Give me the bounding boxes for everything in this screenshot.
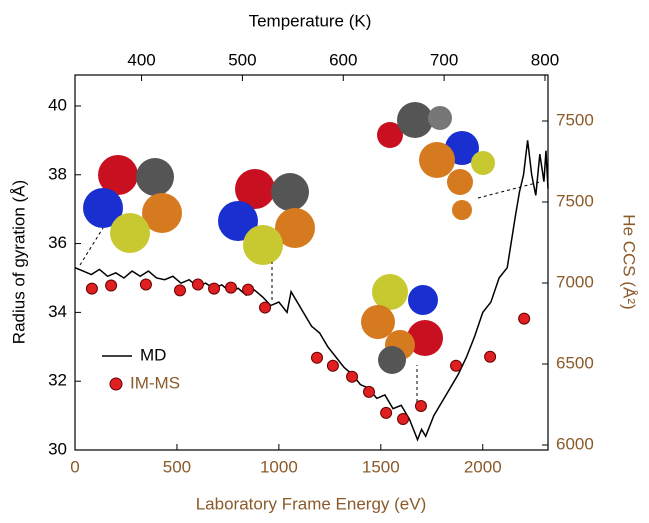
protein-structure bbox=[377, 102, 495, 220]
legend-label: MD bbox=[140, 345, 166, 364]
x2-tick-label: 500 bbox=[228, 50, 256, 69]
y2-tick-label: 7500 bbox=[556, 191, 594, 210]
y2-tick-label: 6000 bbox=[556, 434, 594, 453]
legend-marker bbox=[109, 377, 123, 391]
data-point bbox=[105, 279, 118, 292]
data-point bbox=[191, 278, 204, 291]
data-point bbox=[139, 278, 152, 291]
y2-tick-label: 6500 bbox=[556, 353, 594, 372]
legend: MD IM-MS bbox=[102, 345, 180, 392]
x-axis-title: Laboratory Frame Energy (eV) bbox=[196, 494, 427, 513]
protein-structure bbox=[83, 155, 182, 253]
data-point bbox=[450, 359, 463, 372]
data-point bbox=[414, 399, 427, 412]
data-point bbox=[362, 385, 375, 398]
protein-structure bbox=[218, 169, 315, 265]
x-tick-label: 500 bbox=[163, 457, 191, 476]
data-point bbox=[346, 370, 359, 383]
data-point bbox=[518, 312, 531, 325]
y2-axis-title: He CCS (Å²) bbox=[620, 214, 639, 309]
data-point bbox=[259, 301, 272, 314]
y-tick-label: 40 bbox=[48, 95, 67, 114]
data-point bbox=[85, 282, 98, 295]
protein-structure bbox=[361, 274, 443, 374]
x2-tick-label: 400 bbox=[127, 50, 155, 69]
x-tick-label: 1000 bbox=[260, 457, 298, 476]
plot-frame bbox=[74, 74, 549, 451]
y-tick-label: 34 bbox=[48, 302, 67, 321]
data-point bbox=[173, 284, 186, 297]
md-line bbox=[74, 140, 549, 442]
y2-tick-label: 7500 bbox=[556, 110, 594, 129]
data-point bbox=[311, 351, 324, 364]
y-axis-title: Radius of gyration (Å) bbox=[9, 180, 28, 344]
y-tick-label: 38 bbox=[48, 164, 67, 183]
y2-tick-label: 7000 bbox=[556, 272, 594, 291]
x2-tick-label: 700 bbox=[430, 50, 458, 69]
x2-tick-label: 600 bbox=[329, 50, 357, 69]
data-point bbox=[326, 359, 339, 372]
x-tick-label: 2000 bbox=[464, 457, 502, 476]
data-point bbox=[224, 281, 237, 294]
y-tick-label: 30 bbox=[48, 439, 67, 458]
y-tick-label: 36 bbox=[48, 233, 67, 252]
leader-lines bbox=[79, 181, 541, 408]
data-point bbox=[397, 413, 410, 426]
x2-tick-label: 800 bbox=[531, 50, 559, 69]
data-point bbox=[208, 282, 221, 295]
x-tick-label: 1500 bbox=[362, 457, 400, 476]
legend-label: IM-MS bbox=[130, 373, 180, 392]
data-point bbox=[484, 350, 497, 363]
data-point bbox=[380, 406, 393, 419]
x-tick-label: 0 bbox=[70, 457, 79, 476]
data-point bbox=[242, 283, 255, 296]
top-axis-title: Temperature (K) bbox=[249, 11, 372, 30]
y-tick-label: 32 bbox=[48, 371, 67, 390]
